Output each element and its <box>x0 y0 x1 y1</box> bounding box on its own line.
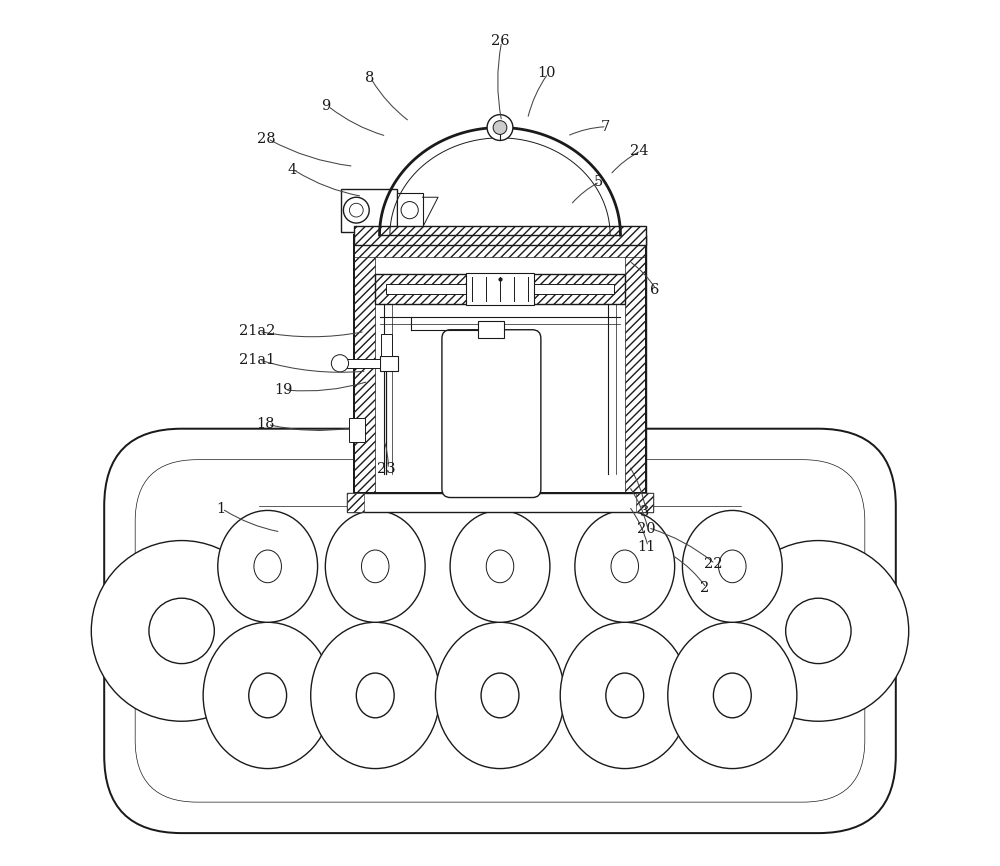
Bar <box>354 235 646 494</box>
Ellipse shape <box>311 623 440 768</box>
Circle shape <box>401 202 418 219</box>
Text: 21a2: 21a2 <box>239 325 276 339</box>
Bar <box>397 193 423 228</box>
Circle shape <box>331 355 349 372</box>
Bar <box>386 284 614 294</box>
Text: 21a1: 21a1 <box>239 352 275 367</box>
Bar <box>341 189 397 232</box>
Text: 19: 19 <box>274 383 292 397</box>
Ellipse shape <box>435 623 565 768</box>
Bar <box>347 494 364 512</box>
Ellipse shape <box>218 510 318 623</box>
Ellipse shape <box>325 510 425 623</box>
Ellipse shape <box>719 550 746 583</box>
Text: 9: 9 <box>322 99 331 113</box>
Bar <box>347 494 653 512</box>
Bar <box>478 321 504 339</box>
Circle shape <box>493 120 507 134</box>
Text: 26: 26 <box>491 35 509 48</box>
Ellipse shape <box>682 510 782 623</box>
Ellipse shape <box>356 673 394 718</box>
Text: 7: 7 <box>600 120 610 133</box>
Text: 1: 1 <box>216 501 225 516</box>
Ellipse shape <box>481 673 519 718</box>
Text: 8: 8 <box>365 72 374 86</box>
Bar <box>380 356 398 371</box>
Ellipse shape <box>254 550 281 583</box>
FancyBboxPatch shape <box>104 429 896 833</box>
Text: 4: 4 <box>287 163 296 177</box>
Bar <box>466 273 534 305</box>
FancyBboxPatch shape <box>442 330 541 498</box>
Text: 20: 20 <box>637 522 656 536</box>
Text: 23: 23 <box>377 462 396 476</box>
Bar <box>347 359 380 367</box>
Text: 18: 18 <box>257 417 275 431</box>
Text: 3: 3 <box>640 505 649 519</box>
Circle shape <box>343 197 369 223</box>
Bar <box>375 274 625 304</box>
Circle shape <box>786 598 851 663</box>
Bar <box>354 226 646 244</box>
Ellipse shape <box>668 623 797 768</box>
Ellipse shape <box>361 550 389 583</box>
Text: 6: 6 <box>650 283 660 297</box>
Circle shape <box>728 540 909 721</box>
Bar <box>375 274 625 304</box>
Ellipse shape <box>450 510 550 623</box>
Text: 2: 2 <box>700 581 709 595</box>
Text: 24: 24 <box>630 144 649 158</box>
Ellipse shape <box>249 673 287 718</box>
Circle shape <box>149 598 214 663</box>
Circle shape <box>487 114 513 140</box>
Bar <box>349 417 365 442</box>
Text: 10: 10 <box>537 67 556 81</box>
Circle shape <box>91 540 272 721</box>
Ellipse shape <box>575 510 675 623</box>
Ellipse shape <box>713 673 751 718</box>
Text: 11: 11 <box>637 540 655 553</box>
Bar <box>354 235 646 494</box>
Ellipse shape <box>606 673 644 718</box>
Bar <box>354 226 646 244</box>
Bar <box>354 235 646 256</box>
Ellipse shape <box>560 623 689 768</box>
Text: 22: 22 <box>704 557 723 571</box>
Bar <box>381 334 392 356</box>
Circle shape <box>349 204 363 217</box>
Ellipse shape <box>203 623 332 768</box>
Text: 28: 28 <box>257 132 275 145</box>
Text: 5: 5 <box>593 175 603 189</box>
Bar <box>354 235 375 494</box>
Bar <box>625 235 646 494</box>
Ellipse shape <box>486 550 514 583</box>
Ellipse shape <box>611 550 639 583</box>
Bar <box>636 494 653 512</box>
